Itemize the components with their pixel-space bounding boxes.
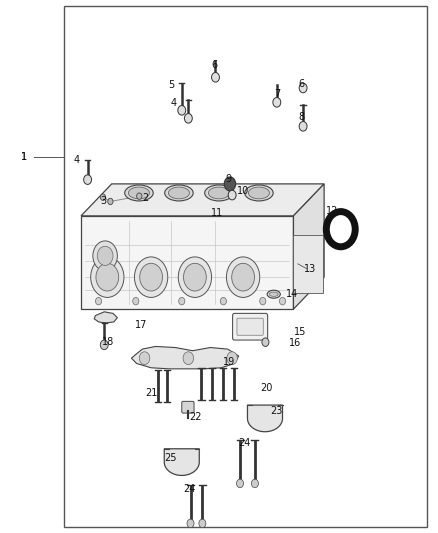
Circle shape (95, 297, 102, 305)
Text: 22: 22 (189, 412, 202, 422)
FancyBboxPatch shape (237, 318, 263, 335)
FancyBboxPatch shape (233, 313, 268, 340)
Circle shape (299, 83, 307, 93)
Ellipse shape (165, 185, 193, 201)
Circle shape (137, 193, 142, 199)
Polygon shape (247, 405, 283, 432)
Circle shape (133, 297, 139, 305)
Circle shape (228, 190, 236, 200)
Polygon shape (293, 184, 324, 309)
Text: 23: 23 (271, 407, 283, 416)
Circle shape (224, 177, 236, 191)
Circle shape (134, 257, 168, 297)
Circle shape (227, 352, 237, 365)
Circle shape (184, 114, 192, 123)
Text: 4: 4 (74, 155, 80, 165)
Circle shape (212, 72, 219, 82)
Ellipse shape (208, 187, 230, 199)
Text: 4: 4 (171, 99, 177, 108)
Circle shape (183, 352, 194, 365)
Text: 3: 3 (100, 196, 106, 206)
Ellipse shape (248, 187, 269, 199)
Text: 14: 14 (286, 289, 298, 299)
Circle shape (184, 263, 206, 291)
Text: 17: 17 (135, 320, 147, 330)
Circle shape (273, 98, 281, 107)
Bar (64, 6, 427, 527)
Circle shape (251, 479, 258, 488)
Text: 13: 13 (304, 264, 317, 273)
Circle shape (108, 198, 113, 205)
Text: 24: 24 (238, 439, 250, 448)
Circle shape (100, 194, 106, 200)
Circle shape (262, 338, 269, 346)
Ellipse shape (245, 185, 273, 201)
Text: 21: 21 (145, 389, 158, 398)
Polygon shape (131, 346, 239, 369)
Text: 2: 2 (142, 193, 148, 203)
Text: 9: 9 (226, 174, 232, 183)
Circle shape (93, 241, 117, 271)
Circle shape (179, 297, 185, 305)
Ellipse shape (169, 187, 190, 199)
Circle shape (91, 257, 124, 297)
Ellipse shape (269, 292, 278, 296)
Polygon shape (81, 184, 324, 216)
Circle shape (84, 175, 92, 184)
Circle shape (260, 297, 266, 305)
Circle shape (220, 297, 226, 305)
Text: 1: 1 (21, 152, 27, 162)
Text: 10: 10 (237, 186, 249, 196)
Ellipse shape (267, 290, 280, 298)
Text: 19: 19 (223, 358, 235, 367)
Ellipse shape (128, 187, 149, 199)
Text: 6: 6 (212, 60, 218, 70)
Text: 8: 8 (299, 112, 305, 122)
Circle shape (237, 479, 244, 488)
Text: 16: 16 (289, 338, 301, 348)
Circle shape (97, 246, 113, 265)
Text: 11: 11 (211, 208, 223, 218)
FancyBboxPatch shape (182, 401, 194, 413)
Circle shape (178, 257, 212, 297)
FancyBboxPatch shape (81, 216, 293, 309)
Circle shape (140, 263, 162, 291)
Circle shape (187, 519, 194, 528)
Circle shape (232, 263, 254, 291)
Circle shape (299, 122, 307, 131)
Polygon shape (164, 449, 199, 475)
Text: 18: 18 (102, 337, 114, 347)
Text: 7: 7 (274, 90, 280, 99)
Circle shape (139, 352, 150, 365)
Text: 5: 5 (169, 80, 175, 90)
Circle shape (279, 297, 286, 305)
Text: 6: 6 (299, 79, 305, 88)
Text: 15: 15 (293, 327, 306, 336)
Circle shape (178, 106, 186, 115)
Text: 1: 1 (21, 152, 27, 162)
Text: 12: 12 (326, 206, 339, 215)
Circle shape (100, 340, 108, 350)
FancyBboxPatch shape (293, 235, 323, 293)
Polygon shape (94, 312, 117, 323)
Circle shape (96, 263, 119, 291)
Circle shape (199, 519, 206, 528)
Circle shape (226, 257, 260, 297)
Ellipse shape (125, 185, 153, 201)
Ellipse shape (205, 185, 233, 201)
Text: 25: 25 (164, 454, 177, 463)
Text: 20: 20 (261, 383, 273, 393)
Text: 24: 24 (183, 484, 195, 494)
